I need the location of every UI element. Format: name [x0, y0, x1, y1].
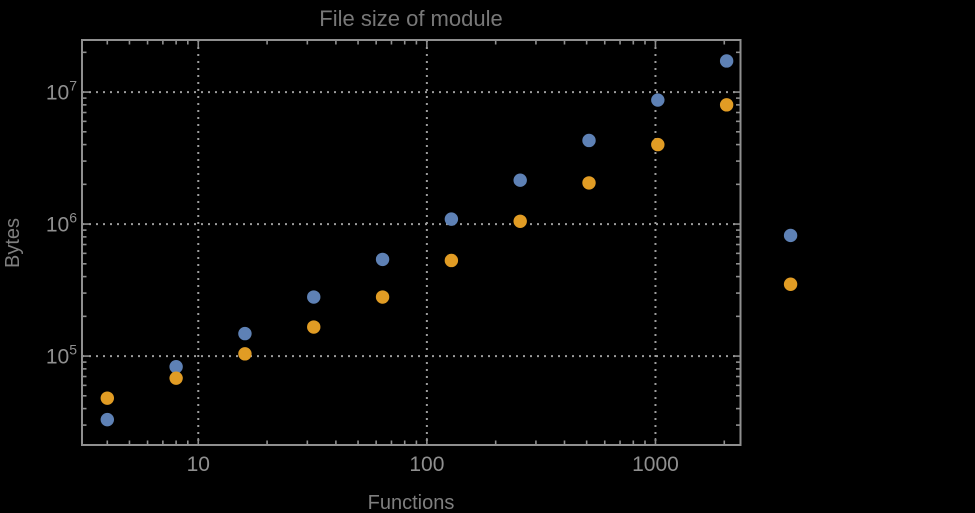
data-point-orange-x256 [513, 214, 527, 228]
plot-generated-layer: 10 100 1000 105 106 107 [46, 39, 798, 476]
data-point-orange-x3900 [783, 277, 798, 291]
data-point-blue-x512 [582, 133, 596, 148]
x-axis-label: Functions [368, 492, 455, 513]
data-point-blue-x4 [100, 412, 115, 427]
data-point-blue-x8 [169, 360, 183, 374]
data-point-orange-x8 [169, 371, 183, 385]
data-point-orange-x2048 [719, 98, 734, 112]
data-point-blue-x3900 [783, 228, 798, 243]
data-point-blue-x1024 [651, 93, 665, 107]
chart-title: File size of module [319, 6, 502, 31]
data-point-blue-x256 [513, 173, 527, 187]
data-point-blue-x64 [375, 252, 390, 267]
data-point-orange-x16 [238, 347, 252, 361]
x-tick-label-1000: 1000 [632, 453, 679, 476]
data-point-orange-x128 [444, 253, 459, 268]
x-tick-label-100: 100 [409, 453, 444, 476]
x-tick-label-10: 10 [187, 453, 210, 476]
plot-frame [81, 39, 742, 446]
data-point-blue-x32 [307, 290, 321, 304]
data-point-orange-x32 [307, 320, 321, 334]
data-point-orange-x64 [375, 290, 390, 304]
y-axis-label: Bytes [2, 218, 24, 268]
data-point-orange-x512 [582, 176, 596, 190]
data-point-blue-x128 [444, 212, 459, 226]
data-point-blue-x2048 [719, 54, 734, 68]
y-tick-label-1e5: 105 [46, 342, 77, 369]
data-point-orange-x4 [100, 391, 115, 405]
data-point-blue-x16 [238, 326, 252, 341]
y-tick-label-1e7: 107 [46, 78, 77, 105]
y-tick-label-1e6: 106 [46, 210, 77, 237]
data-point-orange-x1024 [651, 137, 665, 152]
